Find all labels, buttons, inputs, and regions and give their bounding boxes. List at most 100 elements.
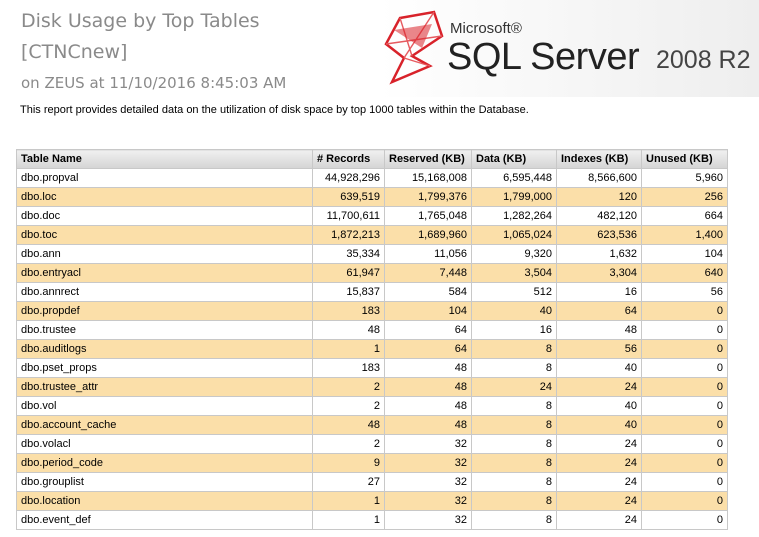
column-header-reserved[interactable]: Reserved (KB) [384, 149, 472, 169]
table-row: dbo.period_code 9 32 8 24 0 [16, 453, 728, 473]
cell-reserved: 48 [384, 415, 472, 435]
table-row: dbo.pset_props 183 48 8 40 0 [16, 358, 728, 378]
cell-unused: 256 [641, 187, 728, 207]
table-row: dbo.trustee 48 64 16 48 0 [16, 320, 728, 340]
report-subtitle: on ZEUS at 11/10/2016 8:45:03 AM [21, 74, 287, 92]
sql-server-logo: Microsoft® SQL Server 2008 R2 [382, 6, 754, 94]
table-row: dbo.propval 44,928,296 15,168,008 6,595,448… [16, 168, 728, 188]
cell-unused: 0 [641, 415, 728, 435]
cell-records: 61,947 [312, 263, 385, 283]
cell-table-name: dbo.propval [16, 168, 313, 188]
cell-data: 8 [471, 472, 557, 492]
cell-unused: 5,960 [641, 168, 728, 188]
cell-indexes: 24 [556, 472, 642, 492]
cell-unused: 0 [641, 396, 728, 416]
cell-records: 639,519 [312, 187, 385, 207]
cell-unused: 0 [641, 510, 728, 530]
cell-table-name: dbo.grouplist [16, 472, 313, 492]
cell-unused: 0 [641, 339, 728, 359]
cell-table-name: dbo.trustee [16, 320, 313, 340]
sql-server-logo-icon [384, 10, 444, 85]
cell-table-name: dbo.doc [16, 206, 313, 226]
table-row: dbo.vol 2 48 8 40 0 [16, 396, 728, 416]
report-description: This report provides detailed data on th… [20, 104, 529, 116]
logo-brand: Microsoft® [450, 20, 522, 37]
cell-unused: 104 [641, 244, 728, 264]
cell-table-name: dbo.auditlogs [16, 339, 313, 359]
cell-data: 1,799,000 [471, 187, 557, 207]
cell-reserved: 48 [384, 358, 472, 378]
column-header-table-name[interactable]: Table Name [16, 149, 313, 169]
table-row: dbo.grouplist 27 32 8 24 0 [16, 472, 728, 492]
cell-reserved: 1,799,376 [384, 187, 472, 207]
cell-indexes: 24 [556, 377, 642, 397]
table-row: dbo.doc 11,700,611 1,765,048 1,282,264 482,1… [16, 206, 728, 226]
cell-unused: 56 [641, 282, 728, 302]
report-title: Disk Usage by Top Tables [21, 10, 260, 32]
table-body: dbo.propval 44,928,296 15,168,008 6,595,448… [16, 168, 728, 530]
cell-reserved: 584 [384, 282, 472, 302]
cell-indexes: 482,120 [556, 206, 642, 226]
column-header-records[interactable]: # Records [312, 149, 385, 169]
cell-records: 15,837 [312, 282, 385, 302]
cell-reserved: 32 [384, 472, 472, 492]
column-header-unused[interactable]: Unused (KB) [641, 149, 728, 169]
cell-indexes: 3,304 [556, 263, 642, 283]
database-name: [CTNCnew] [21, 41, 128, 63]
cell-unused: 0 [641, 301, 728, 321]
cell-data: 512 [471, 282, 557, 302]
table-row: dbo.trustee_attr 2 48 24 24 0 [16, 377, 728, 397]
cell-records: 183 [312, 358, 385, 378]
cell-table-name: dbo.loc [16, 187, 313, 207]
table-row: dbo.toc 1,872,213 1,689,960 1,065,024 623,53… [16, 225, 728, 245]
cell-data: 9,320 [471, 244, 557, 264]
table-row: dbo.auditlogs 1 64 8 56 0 [16, 339, 728, 359]
cell-records: 9 [312, 453, 385, 473]
cell-reserved: 1,689,960 [384, 225, 472, 245]
cell-table-name: dbo.location [16, 491, 313, 511]
cell-unused: 664 [641, 206, 728, 226]
cell-reserved: 48 [384, 396, 472, 416]
cell-indexes: 48 [556, 320, 642, 340]
cell-data: 8 [471, 358, 557, 378]
cell-records: 44,928,296 [312, 168, 385, 188]
cell-indexes: 40 [556, 396, 642, 416]
cell-data: 40 [471, 301, 557, 321]
table-row: dbo.loc 639,519 1,799,376 1,799,000 120 256 [16, 187, 728, 207]
cell-indexes: 24 [556, 491, 642, 511]
cell-unused: 0 [641, 453, 728, 473]
cell-reserved: 64 [384, 320, 472, 340]
cell-records: 2 [312, 434, 385, 454]
cell-data: 1,065,024 [471, 225, 557, 245]
cell-unused: 0 [641, 320, 728, 340]
table-row: dbo.entryacl 61,947 7,448 3,504 3,304 640 [16, 263, 728, 283]
cell-data: 24 [471, 377, 557, 397]
cell-data: 16 [471, 320, 557, 340]
cell-records: 1,872,213 [312, 225, 385, 245]
cell-indexes: 40 [556, 415, 642, 435]
logo-version: 2008 R2 [656, 46, 751, 74]
cell-indexes: 40 [556, 358, 642, 378]
column-header-data[interactable]: Data (KB) [471, 149, 557, 169]
cell-indexes: 24 [556, 434, 642, 454]
cell-reserved: 32 [384, 453, 472, 473]
cell-reserved: 32 [384, 510, 472, 530]
table-row: dbo.annrect 15,837 584 512 16 56 [16, 282, 728, 302]
cell-data: 8 [471, 415, 557, 435]
cell-records: 48 [312, 415, 385, 435]
cell-table-name: dbo.event_def [16, 510, 313, 530]
cell-table-name: dbo.trustee_attr [16, 377, 313, 397]
table-header-row: Table Name # Records Reserved (KB) Data … [16, 149, 728, 169]
cell-records: 27 [312, 472, 385, 492]
cell-data: 8 [471, 453, 557, 473]
cell-table-name: dbo.period_code [16, 453, 313, 473]
cell-unused: 0 [641, 472, 728, 492]
cell-reserved: 48 [384, 377, 472, 397]
cell-table-name: dbo.account_cache [16, 415, 313, 435]
cell-table-name: dbo.volacl [16, 434, 313, 454]
cell-table-name: dbo.toc [16, 225, 313, 245]
cell-reserved: 7,448 [384, 263, 472, 283]
disk-usage-table: Table Name # Records Reserved (KB) Data … [16, 149, 728, 530]
column-header-indexes[interactable]: Indexes (KB) [556, 149, 642, 169]
report-header: Disk Usage by Top Tables [CTNCnew] on ZE… [0, 0, 759, 97]
